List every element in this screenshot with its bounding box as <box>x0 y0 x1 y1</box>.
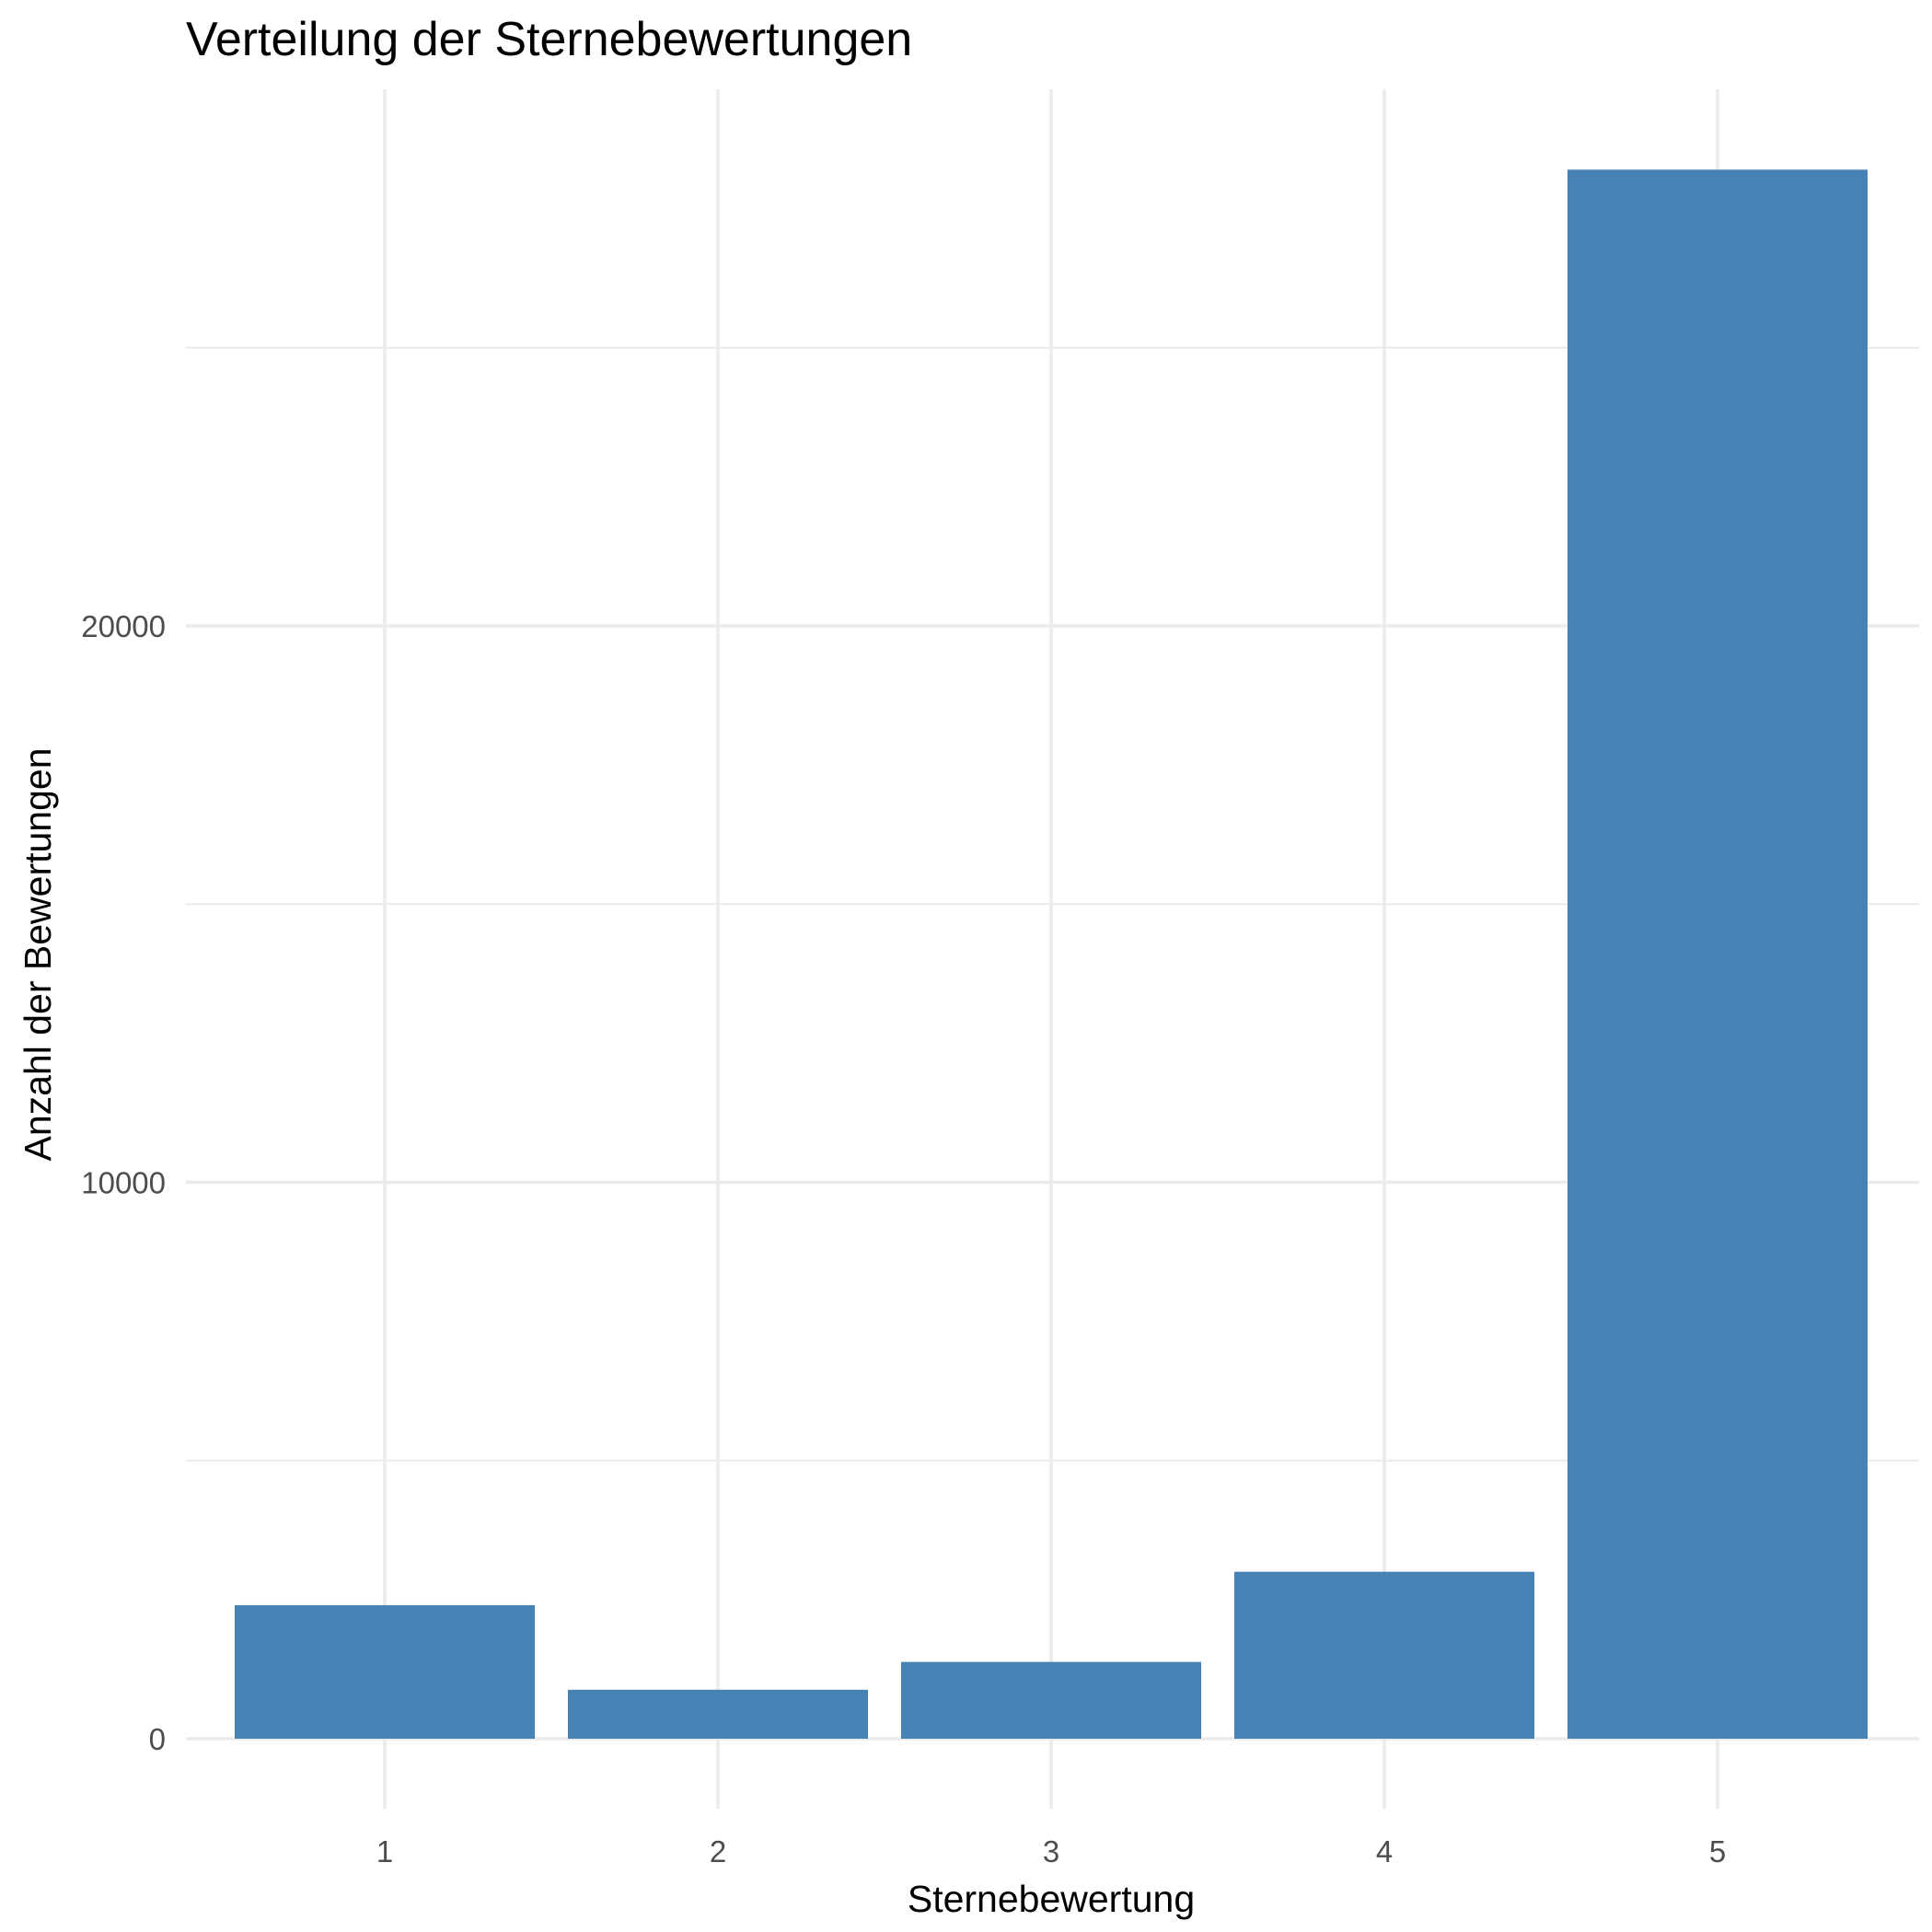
x-tick-label: 3 <box>1043 1834 1059 1868</box>
bar-2 <box>568 1689 868 1739</box>
x-tick-label: 4 <box>1376 1834 1393 1868</box>
bar-1 <box>235 1604 535 1739</box>
y-tick-labels: 0 10000 20000 <box>81 609 166 1756</box>
x-axis-title: Sternebewertung <box>908 1878 1195 1920</box>
chart-title: Verteilung der Sternebewertungen <box>186 13 912 66</box>
bar-4 <box>1234 1571 1534 1739</box>
x-tick-label: 1 <box>376 1834 393 1868</box>
x-tick-labels: 1 2 3 4 5 <box>376 1834 1726 1868</box>
bar-3 <box>901 1661 1201 1739</box>
y-tick-label: 10000 <box>81 1166 166 1200</box>
y-tick-label: 0 <box>149 1722 166 1756</box>
bars <box>235 169 1868 1739</box>
x-tick-label: 5 <box>1709 1834 1726 1868</box>
bar-5 <box>1568 169 1868 1739</box>
y-tick-label: 20000 <box>81 609 166 643</box>
x-tick-label: 2 <box>710 1834 726 1868</box>
y-axis-title: Anzahl der Bewertungen <box>17 747 59 1161</box>
